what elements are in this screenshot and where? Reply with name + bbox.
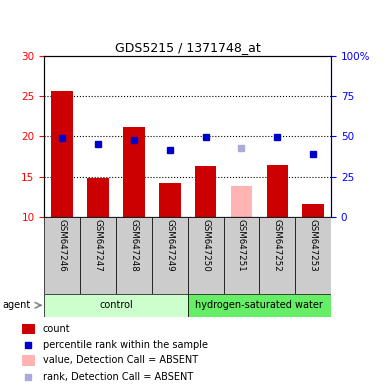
Bar <box>80 217 116 294</box>
Bar <box>224 217 259 294</box>
Bar <box>188 217 224 294</box>
Text: GSM647252: GSM647252 <box>273 219 282 272</box>
Bar <box>44 294 188 317</box>
Bar <box>303 204 324 217</box>
Bar <box>22 355 35 366</box>
Bar <box>87 178 109 217</box>
Text: GSM647248: GSM647248 <box>129 219 139 272</box>
Text: GSM647253: GSM647253 <box>309 219 318 272</box>
Text: count: count <box>42 324 70 334</box>
Bar <box>295 217 331 294</box>
Bar <box>52 91 73 217</box>
Text: GSM647247: GSM647247 <box>94 219 102 272</box>
Bar <box>44 217 80 294</box>
Text: GSM647250: GSM647250 <box>201 219 210 272</box>
Bar <box>159 183 181 217</box>
Text: GSM647246: GSM647246 <box>58 219 67 272</box>
Bar <box>188 294 331 317</box>
Bar <box>266 165 288 217</box>
Text: agent: agent <box>2 300 30 310</box>
Title: GDS5215 / 1371748_at: GDS5215 / 1371748_at <box>115 41 261 55</box>
Text: rank, Detection Call = ABSENT: rank, Detection Call = ABSENT <box>42 372 193 382</box>
Bar <box>22 323 35 334</box>
Text: GSM647249: GSM647249 <box>165 219 174 272</box>
Text: GSM647251: GSM647251 <box>237 219 246 272</box>
Text: hydrogen-saturated water: hydrogen-saturated water <box>196 300 323 310</box>
Bar <box>231 185 252 217</box>
Text: value, Detection Call = ABSENT: value, Detection Call = ABSENT <box>42 356 198 366</box>
Text: percentile rank within the sample: percentile rank within the sample <box>42 340 208 350</box>
Bar <box>152 217 188 294</box>
Bar <box>116 217 152 294</box>
Text: control: control <box>99 300 133 310</box>
Bar <box>123 127 145 217</box>
Bar <box>195 166 216 217</box>
Bar <box>259 217 295 294</box>
